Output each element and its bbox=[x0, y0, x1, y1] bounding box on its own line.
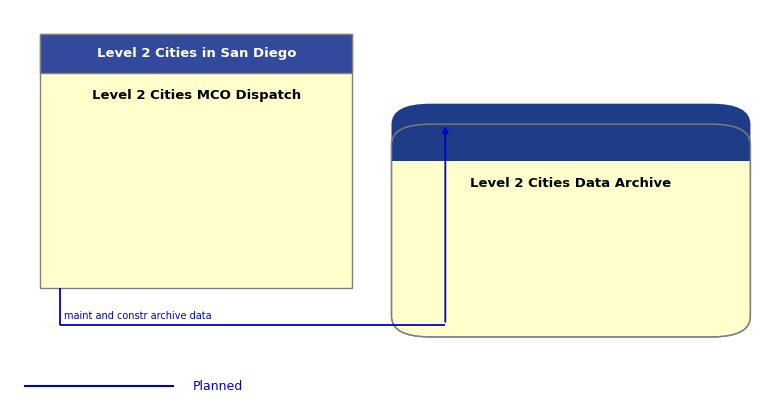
FancyBboxPatch shape bbox=[41, 34, 352, 288]
FancyBboxPatch shape bbox=[392, 124, 750, 337]
FancyBboxPatch shape bbox=[41, 34, 352, 73]
Text: Planned: Planned bbox=[193, 379, 243, 393]
FancyBboxPatch shape bbox=[392, 104, 750, 161]
Text: Level 2 Cities Data Archive: Level 2 Cities Data Archive bbox=[471, 177, 672, 190]
Text: Level 2 Cities MCO Dispatch: Level 2 Cities MCO Dispatch bbox=[92, 89, 301, 102]
FancyBboxPatch shape bbox=[392, 140, 750, 161]
Text: maint and constr archive data: maint and constr archive data bbox=[63, 311, 211, 321]
Text: Level 2 Cities in San Diego: Level 2 Cities in San Diego bbox=[96, 47, 296, 60]
